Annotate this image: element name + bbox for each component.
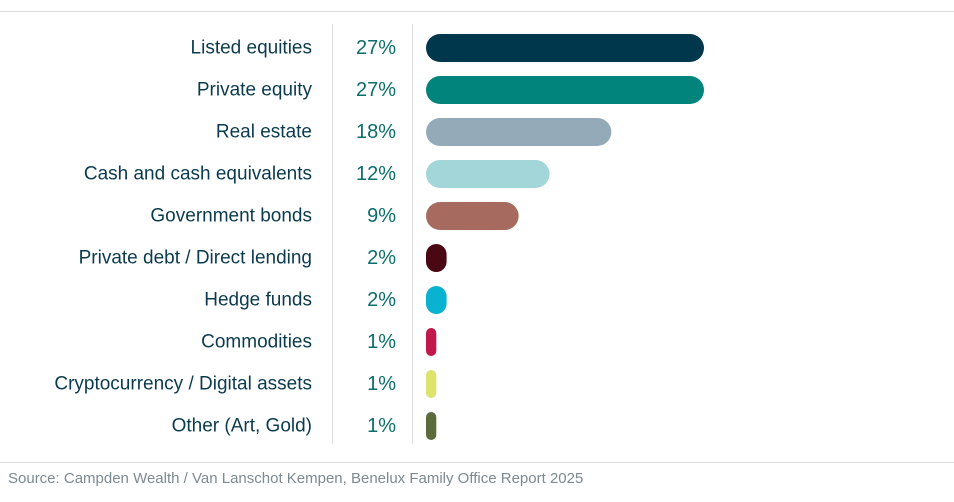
top-rule: [0, 11, 954, 12]
category-label: Other (Art, Gold): [172, 416, 312, 437]
value-label: 9%: [367, 205, 396, 227]
category-label: Private equity: [197, 80, 313, 101]
bar: [426, 286, 447, 314]
value-label: 2%: [367, 247, 396, 269]
value-label: 18%: [356, 121, 396, 143]
bar: [426, 76, 704, 104]
bar: [426, 370, 437, 398]
category-label: Government bonds: [150, 206, 312, 227]
category-label: Listed equities: [191, 38, 312, 59]
value-label: 1%: [367, 415, 396, 437]
value-label: 27%: [356, 79, 396, 101]
category-label: Hedge funds: [204, 290, 312, 311]
category-label: Real estate: [216, 122, 312, 143]
bar: [426, 412, 437, 440]
bottom-rule: [0, 462, 954, 463]
category-label: Cash and cash equivalents: [84, 164, 312, 185]
bar: [426, 202, 519, 230]
bar: [426, 328, 437, 356]
value-label: 2%: [367, 289, 396, 311]
bar: [426, 118, 612, 146]
value-label: 12%: [356, 163, 396, 185]
value-label: 1%: [367, 331, 396, 353]
bar: [426, 244, 447, 272]
category-label: Private debt / Direct lending: [79, 248, 312, 269]
source-note: Source: Campden Wealth / Van Lanschot Ke…: [8, 470, 584, 487]
bar: [426, 34, 704, 62]
category-label: Cryptocurrency / Digital assets: [54, 374, 312, 395]
bar: [426, 160, 550, 188]
horizontal-bar-chart: Listed equities 27% Private equity 27% Real …: [54, 34, 704, 440]
value-label: 1%: [367, 373, 396, 395]
value-divider: [412, 24, 413, 444]
value-label: 27%: [356, 37, 396, 59]
category-label: Commodities: [201, 332, 312, 353]
label-divider: [332, 24, 333, 444]
